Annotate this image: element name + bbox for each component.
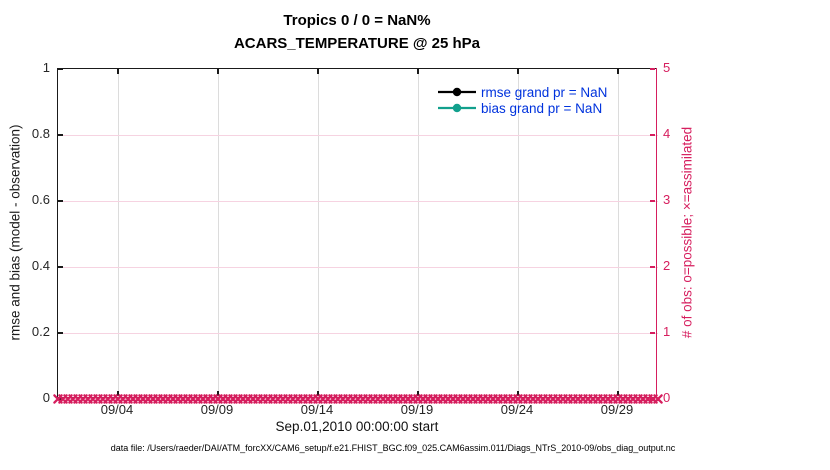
horizontal-gridline: [58, 332, 658, 334]
right-axis-line: [656, 67, 658, 398]
vertical-gridline: [617, 69, 619, 399]
horizontal-gridline: [58, 266, 658, 268]
x-axis-tick-top: [317, 69, 319, 74]
x-axis-tick-bottom: [117, 391, 119, 396]
x-axis-tick-bottom: [317, 391, 319, 396]
assimilated-x-markers: [53, 394, 663, 404]
y-tick-label-right: 4: [663, 126, 671, 141]
y-axis-tick-right: [650, 266, 655, 268]
horizontal-gridline: [58, 200, 658, 202]
y-tick-label-right: 5: [663, 60, 671, 75]
legend-line-sample: [438, 87, 476, 97]
y-axis-tick-right: [650, 200, 655, 202]
x-axis-label: Sep.01,2010 00:00:00 start: [275, 419, 439, 434]
x-axis-tick-bottom: [417, 391, 419, 396]
chart-title: Tropics 0 / 0 = NaN%: [283, 12, 431, 29]
vertical-gridline: [417, 69, 419, 399]
legend-entry: bias grand pr = NaN: [437, 100, 607, 116]
x-tick-label: 09/14: [300, 402, 334, 417]
x-tick-label: 09/19: [400, 402, 434, 417]
y-axis-label-right: # of obs: o=possible; ×=assimilated: [679, 126, 695, 339]
x-axis-tick-top: [117, 69, 119, 74]
y-axis-tick-right: [650, 68, 655, 70]
y-axis-tick-left: [58, 200, 63, 202]
vertical-gridline: [317, 69, 319, 399]
y-tick-label-left: 0.2: [31, 324, 50, 339]
y-axis-tick-left: [58, 332, 63, 334]
y-axis-tick-left: [58, 68, 63, 70]
vertical-gridline: [217, 69, 219, 399]
legend-entry: rmse grand pr = NaN: [437, 84, 607, 100]
y-tick-label-right: 3: [663, 192, 671, 207]
legend-line-sample: [438, 103, 476, 113]
legend-entry-label: rmse grand pr = NaN: [481, 84, 608, 100]
y-axis-label-left: rmse and bias (model - observation): [7, 124, 23, 341]
legend: rmse grand pr = NaN bias grand pr = NaN: [437, 84, 607, 116]
y-tick-label-left: 0.6: [31, 192, 50, 207]
x-axis-tick-bottom: [217, 391, 219, 396]
y-axis-tick-left: [58, 134, 63, 136]
y-tick-label-right: 0: [663, 390, 671, 405]
y-tick-label-left: 1: [42, 60, 50, 75]
x-axis-tick-top: [517, 69, 519, 74]
y-tick-label-left: 0.4: [31, 258, 50, 273]
x-axis-tick-bottom: [517, 391, 519, 396]
y-tick-label-right: 2: [663, 258, 671, 273]
vertical-gridline: [517, 69, 519, 399]
x-tick-label: 09/04: [100, 402, 134, 417]
plot-box: [53, 67, 663, 404]
x-axis-tick-top: [617, 69, 619, 74]
legend-entry-label: bias grand pr = NaN: [481, 100, 603, 116]
chart-subtitle: ACARS_TEMPERATURE @ 25 hPa: [233, 35, 481, 52]
x-tick-label: 09/24: [500, 402, 534, 417]
x-axis-tick-top: [417, 69, 419, 74]
x-tick-label: 09/09: [200, 402, 234, 417]
y-axis-tick-right: [650, 332, 655, 334]
y-axis-tick-left: [58, 266, 63, 268]
x-axis-tick-bottom: [617, 391, 619, 396]
horizontal-gridline: [58, 134, 658, 136]
x-axis-tick-top: [217, 69, 219, 74]
y-tick-label-right: 1: [663, 324, 671, 339]
y-axis-tick-left: [58, 398, 63, 400]
plot-area: [53, 68, 663, 404]
y-tick-label-left: 0: [42, 390, 50, 405]
vertical-gridline: [117, 69, 119, 399]
y-tick-label-left: 0.8: [31, 126, 50, 141]
footer-datafile-text: data file: /Users/raeder/DAI/ATM_forcXX/…: [110, 443, 676, 453]
y-axis-tick-right: [650, 134, 655, 136]
x-tick-label: 09/29: [600, 402, 634, 417]
